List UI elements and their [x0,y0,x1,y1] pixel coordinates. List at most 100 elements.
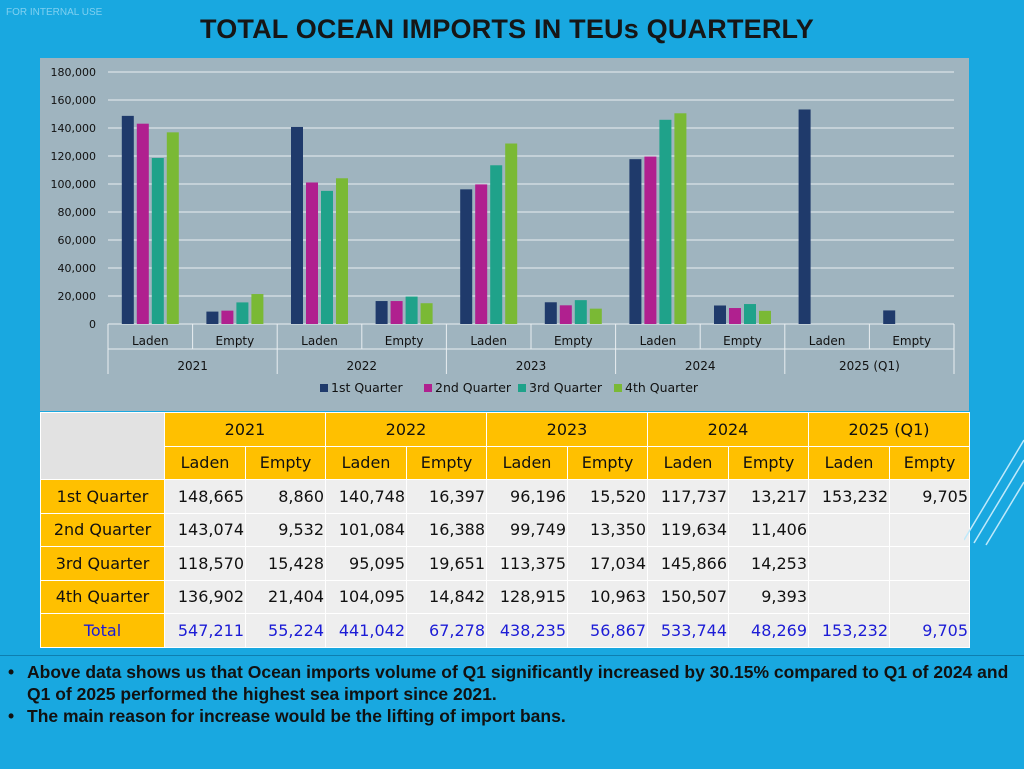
group-label: 2022 [347,359,378,373]
bar [714,305,726,324]
bullet-icon: • [8,706,15,726]
table-cell: 148,665 [164,479,246,514]
table-sub-header: Empty [406,445,487,480]
table-row: 1st Quarter 148,665 8,860 140,748 16,397… [40,479,970,514]
bar [405,296,418,324]
table-cell [889,546,970,581]
table-cell [889,579,970,614]
table-cell: 21,404 [245,579,326,614]
legend-label: 4th Quarter [625,380,699,395]
table-total-row: Total 547,211 55,224 441,042 67,278 438,… [40,613,970,648]
table-cell: 13,217 [728,479,809,514]
category-label: Empty [723,334,762,348]
table-cell: 136,902 [164,579,246,614]
table-cell: 113,375 [486,546,568,581]
bar [490,165,503,324]
table-sub-header: Empty [567,445,648,480]
bar [798,109,811,324]
group-label: 2025 (Q1) [839,359,900,373]
table-cell: 101,084 [325,512,407,547]
legend-swatch [518,384,526,392]
table-cell: 9,705 [889,479,970,514]
legend-label: 1st Quarter [331,380,403,395]
note-item: • The main reason for increase would be t… [8,705,1024,727]
table-cell: 13,350 [567,512,648,547]
bar [589,308,602,324]
total-cell: 533,744 [647,613,729,648]
table-cell: 16,388 [406,512,487,547]
table-sub-header: Laden [808,445,890,480]
row-label: 1st Quarter [40,479,165,514]
table-sub-header: Laden [164,445,246,480]
table-cell: 153,232 [808,479,890,514]
bar [420,303,433,324]
y-tick-label: 100,000 [51,178,97,191]
table-cell: 17,034 [567,546,648,581]
note-text: Above data shows us that Ocean imports v… [27,662,1009,704]
category-label: Laden [470,334,507,348]
row-label: 4th Quarter [40,579,165,614]
note-text: The main reason for increase would be th… [27,706,566,726]
category-label: Empty [892,334,931,348]
table-cell: 10,963 [567,579,648,614]
bar [251,294,264,324]
y-tick-label: 160,000 [51,94,97,107]
imports-table: 2021 2022 2023 2024 2025 (Q1) Laden Empt… [40,412,970,648]
group-label: 2023 [516,359,547,373]
bullet-icon: • [8,662,15,682]
bar [375,301,388,324]
bar [236,302,249,324]
total-cell: 67,278 [406,613,487,648]
category-label: Laden [301,334,338,348]
bar [659,119,672,324]
legend-label: 3rd Quarter [529,380,603,395]
table-sub-header: Laden [325,445,407,480]
bar [221,310,234,324]
table-sub-header: Empty [889,445,970,480]
y-tick-label: 60,000 [58,234,97,247]
row-label: 2nd Quarter [40,512,165,547]
category-label: Empty [385,334,424,348]
table-cell: 119,634 [647,512,729,547]
table-year-header: 2024 [647,412,809,447]
legend-label: 2nd Quarter [435,380,512,395]
internal-use-watermark: FOR INTERNAL USE [6,7,103,18]
chart-svg: 0 20,000 40,000 60,000 80,000 100,000 120,000 1… [51,66,955,395]
row-label: 3rd Quarter [40,546,165,581]
total-label: Total [40,613,165,648]
total-cell: 48,269 [728,613,809,648]
table-row: 3rd Quarter 118,570 15,428 95,095 19,651… [40,546,970,581]
y-tick-label: 180,000 [51,66,97,79]
category-label: Laden [809,334,846,348]
table-cell: 143,074 [164,512,246,547]
table-sub-header: Laden [647,445,729,480]
total-cell: 547,211 [164,613,246,648]
total-cell: 55,224 [245,613,326,648]
y-tick-label: 40,000 [58,262,97,275]
total-cell: 438,235 [486,613,568,648]
bar [291,126,303,325]
bar [206,311,219,324]
table-cell: 145,866 [647,546,729,581]
bar [151,158,164,324]
legend-swatch [424,384,432,392]
bar [505,143,518,324]
bar [544,302,557,324]
bar [759,310,771,324]
bar [475,184,488,324]
notes-list: • Above data shows us that Ocean imports … [0,656,1024,727]
table-year-header: 2021 [164,412,326,447]
total-cell: 441,042 [325,613,407,648]
table-row: 4th Quarter 136,902 21,404 104,095 14,84… [40,579,970,614]
table-corner-cell [40,412,165,480]
y-tick-label: 80,000 [58,206,97,219]
table-cell: 9,532 [245,512,326,547]
table-cell: 95,095 [325,546,407,581]
table-sub-header: Empty [728,445,809,480]
note-item: • Above data shows us that Ocean imports … [8,661,1024,705]
page-title: TOTAL OCEAN IMPORTS IN TEUs QUARTERLY [200,14,814,44]
table-sub-header: Empty [245,445,326,480]
bar [306,182,318,324]
table-cell [808,512,890,547]
decorative-lines [964,439,1024,546]
